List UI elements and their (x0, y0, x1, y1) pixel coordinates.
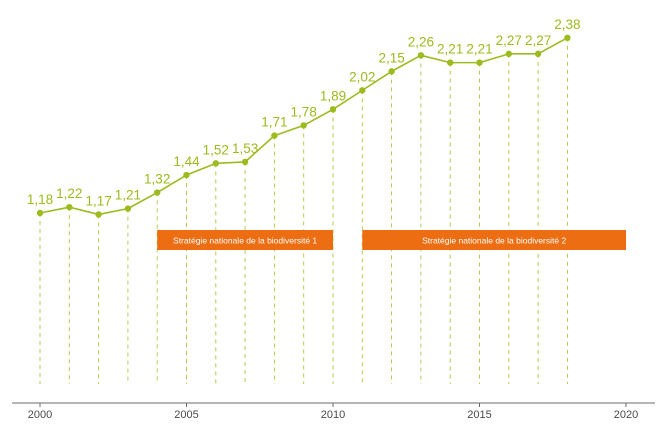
data-point (124, 205, 132, 212)
x-axis: 2000 2005 2010 2015 2020 (12, 402, 655, 421)
data-point (271, 132, 278, 139)
x-tick-label: 2020 (614, 409, 638, 421)
data-point (36, 209, 44, 217)
data-label: 2,27 (496, 33, 522, 48)
data-point (388, 68, 395, 75)
data-label: 1,21 (115, 188, 141, 203)
data-point (505, 50, 512, 58)
data-point (212, 160, 219, 167)
data-point (241, 158, 249, 166)
data-label: 1,78 (291, 104, 317, 119)
data-label: 1,32 (144, 172, 170, 187)
data-point (329, 106, 337, 113)
data-label: 1,53 (232, 141, 258, 156)
data-label: 1,44 (173, 154, 200, 169)
data-label: 2,21 (437, 42, 463, 57)
data-label: 2,21 (466, 42, 492, 57)
data-label: 1,89 (320, 88, 346, 103)
data-point (534, 50, 542, 58)
data-label: 1,18 (27, 192, 53, 207)
data-label: 1,22 (56, 186, 82, 201)
x-tick-label: 2010 (321, 409, 345, 421)
data-point (359, 87, 366, 94)
data-label: 1,52 (203, 142, 229, 157)
data-label: 1,17 (85, 193, 111, 208)
data-point (95, 211, 102, 218)
data-point (476, 59, 483, 66)
data-label: 1,71 (261, 115, 287, 130)
strategy-band-label-1: Stratégie nationale de la biodiversité 1 (173, 236, 317, 246)
data-label: 2,15 (378, 50, 404, 65)
data-point (66, 203, 73, 211)
data-label: 2,02 (349, 69, 375, 84)
data-point (183, 171, 190, 179)
data-label: 2,38 (554, 17, 580, 32)
data-point (564, 34, 571, 41)
data-point (154, 189, 161, 196)
x-tick-label: 2015 (467, 409, 491, 421)
data-point (447, 59, 454, 66)
data-point (417, 52, 425, 59)
strategy-band-label-2: Stratégie nationale de la biodiversité 2 (422, 236, 566, 246)
strategy-band-1 (157, 230, 333, 250)
data-labels: 1,18 1,22 1,17 1,211,321,441,52 1,531,71 1,78… (27, 17, 581, 209)
strategy-bands: Stratégie nationale de la biodiversité 1… (157, 230, 626, 250)
data-point (300, 122, 307, 129)
x-tick-label: 2000 (28, 409, 52, 421)
data-label: 2,27 (525, 33, 551, 48)
x-tick-label: 2005 (174, 409, 198, 421)
strategy-band-2 (362, 230, 626, 250)
data-label: 2,26 (408, 34, 434, 49)
series-line-group (36, 34, 571, 218)
